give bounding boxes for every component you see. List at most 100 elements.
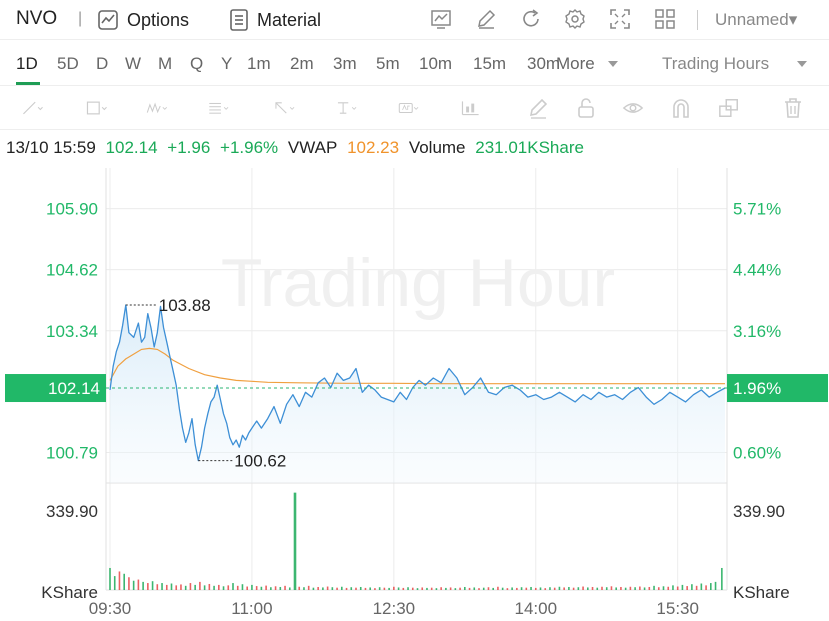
trash-icon[interactable]: [782, 97, 804, 119]
period-1d[interactable]: 1D: [16, 54, 38, 73]
quote-datetime: 13/10 15:59: [6, 138, 96, 157]
volume-bar: [180, 584, 182, 590]
period-3m[interactable]: 3m: [333, 54, 357, 73]
period-y[interactable]: Y: [221, 54, 233, 73]
visibility-icon[interactable]: [622, 97, 644, 119]
volume-bar: [156, 584, 159, 590]
watermark-text: Trading Hour: [221, 245, 615, 321]
material-button[interactable]: Material: [229, 9, 321, 31]
volume-bar: [454, 588, 457, 590]
period-selector: 1D 5D D W M Q Y 1m 2m 3m 5m 10m 15m 30m …: [0, 40, 829, 86]
lock-icon[interactable]: [575, 97, 597, 119]
quote-price: 102.14: [105, 138, 158, 157]
volume-bar: [293, 492, 297, 590]
options-label: Options: [127, 9, 190, 30]
volume-bar: [322, 587, 324, 590]
volume-bar: [355, 587, 357, 590]
volume-bar: [118, 571, 121, 590]
vwap-line: [109, 347, 725, 385]
volume-bar: [421, 587, 424, 590]
text-tool-icon[interactable]: [336, 97, 358, 119]
volume-bar: [147, 583, 149, 590]
indicator-icon[interactable]: [430, 8, 452, 30]
measure-tool-icon[interactable]: [461, 97, 483, 119]
volume-bar: [246, 586, 248, 590]
current-price-tag-label: 102.14: [48, 379, 100, 398]
intraday-chart[interactable]: Trading Hour 103.88 100.62 105.90 104.62 103.…: [0, 168, 829, 621]
period-5m[interactable]: 5m: [376, 54, 400, 73]
period-d[interactable]: D: [96, 54, 109, 73]
y-right-tick-1: 4.44%: [733, 261, 781, 280]
period-30m[interactable]: 30m: [527, 54, 561, 73]
volume-bar: [639, 586, 641, 590]
volume-bar: [284, 585, 286, 590]
active-period-indicator: [16, 82, 40, 85]
volume-bar: [411, 587, 414, 590]
volume-bar: [582, 586, 584, 590]
period-m[interactable]: M: [158, 54, 173, 73]
volume-bar: [610, 586, 613, 590]
volume-bar: [303, 587, 305, 590]
volume-bar: [236, 585, 239, 590]
symbol-title[interactable]: NVO: [16, 8, 58, 29]
volume-bar: [695, 585, 698, 590]
more-periods-dropdown[interactable]: More: [556, 54, 595, 73]
grid-layout-icon[interactable]: [654, 8, 676, 30]
volume-bar: [331, 587, 334, 590]
period-10m[interactable]: 10m: [419, 54, 453, 73]
volume-bar: [369, 587, 371, 590]
volume-bar: [194, 584, 196, 590]
volume-bar: [279, 586, 282, 590]
period-q[interactable]: Q: [190, 54, 204, 73]
volume-bar: [568, 586, 570, 590]
volume-bar: [203, 585, 206, 590]
volume-bar: [416, 588, 419, 590]
line-tool-icon[interactable]: [22, 97, 44, 119]
price-line: [109, 304, 726, 462]
volume-bar: [170, 583, 173, 590]
y-left-tick-3: 100.79: [46, 443, 98, 462]
volume-bar: [113, 576, 116, 590]
toolbar-divider: [697, 10, 698, 30]
layout-name-dropdown[interactable]: Unnamed▾: [715, 10, 798, 29]
volume-bar: [520, 587, 523, 590]
volume-bar: [383, 587, 386, 590]
title-separator: |: [78, 10, 83, 27]
layers-icon[interactable]: [718, 97, 740, 119]
volume-bar: [189, 583, 192, 590]
volume-bar: [175, 585, 178, 590]
volume-bar: [435, 588, 438, 590]
refresh-icon[interactable]: [520, 8, 542, 30]
period-2m[interactable]: 2m: [290, 54, 314, 73]
draw-icon[interactable]: [475, 8, 497, 30]
volume-bar: [563, 587, 565, 590]
period-1m[interactable]: 1m: [247, 54, 271, 73]
session-dropdown[interactable]: Trading Hours: [662, 54, 770, 73]
volume-bar: [487, 587, 490, 590]
volume-bar: [482, 587, 485, 590]
rectangle-tool-icon[interactable]: [86, 97, 108, 119]
x-tick-1: 11:00: [231, 599, 272, 618]
fullscreen-icon[interactable]: [609, 8, 631, 30]
volume-bar: [393, 586, 395, 590]
period-15m[interactable]: 15m: [473, 54, 507, 73]
period-w[interactable]: W: [125, 54, 142, 73]
volume-bar: [525, 587, 528, 590]
options-button[interactable]: Options: [97, 9, 189, 31]
fibonacci-tool-icon[interactable]: [208, 97, 230, 119]
y-left-tick-0: 105.90: [46, 200, 98, 219]
high-marker-label: 103.88: [159, 296, 211, 315]
volume-bar: [605, 587, 608, 590]
volume-bar: [601, 586, 603, 590]
arrow-tool-icon[interactable]: [274, 97, 296, 119]
pattern-tool-icon[interactable]: [146, 97, 168, 119]
label-tool-icon[interactable]: [398, 97, 420, 119]
more-caret-icon: [608, 61, 618, 67]
period-5d[interactable]: 5D: [57, 54, 79, 73]
volume-bar: [274, 586, 277, 590]
volume-bar: [721, 567, 723, 590]
pencil-icon[interactable]: [527, 97, 549, 119]
settings-icon[interactable]: [564, 8, 586, 30]
volume-bar: [213, 585, 215, 590]
magnet-icon[interactable]: [670, 97, 692, 119]
